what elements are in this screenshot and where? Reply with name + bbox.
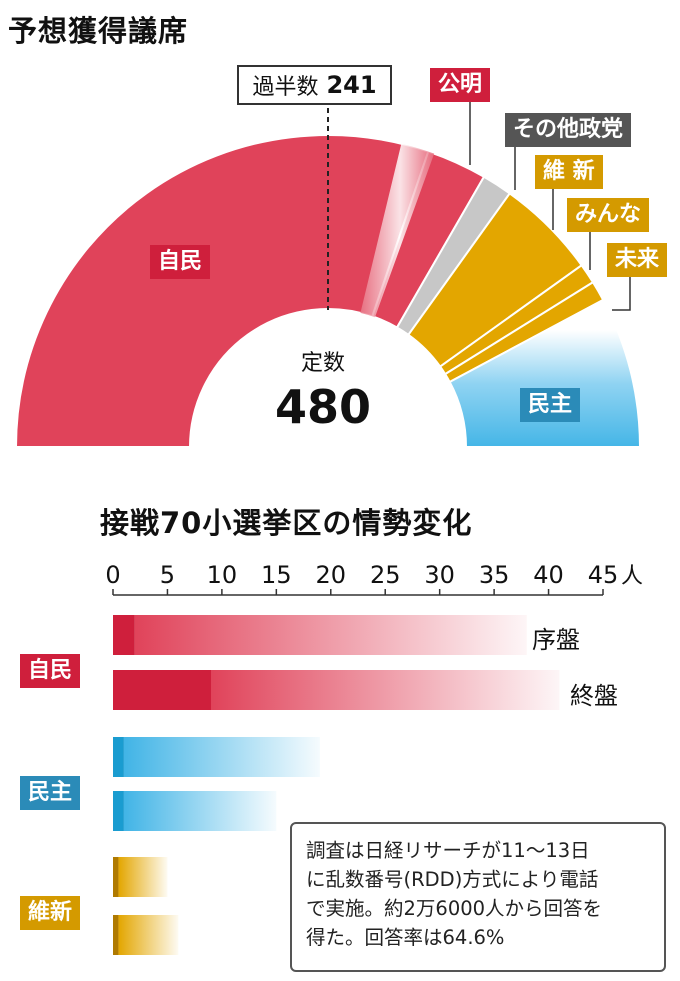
slice-dpj xyxy=(448,298,642,448)
majority-label: 過半数 xyxy=(252,75,319,100)
group-label-dpj: 民主 xyxy=(20,776,81,810)
seat-semicircle-chart xyxy=(14,96,642,448)
bar-chart-title: 接戦70小選挙区の情勢変化 xyxy=(100,506,473,540)
bar-range-0-1 xyxy=(211,670,560,710)
x-unit-label: 人 xyxy=(621,564,643,589)
majority-value: 241 xyxy=(326,71,377,99)
leader-line xyxy=(612,270,631,311)
x-tick-label: 10 xyxy=(207,561,238,589)
x-tick-label: 40 xyxy=(533,561,564,589)
x-tick-label: 0 xyxy=(105,561,120,589)
bar-range-1-0 xyxy=(123,737,320,777)
slice-label-others: その他政党 xyxy=(505,113,632,147)
bar-solid-0-1 xyxy=(113,670,211,710)
x-tick-label: 15 xyxy=(261,561,292,589)
ldp-tolerance-band xyxy=(360,143,435,318)
series-label-early: 序盤 xyxy=(532,626,580,654)
bar-chart: 0 5 10 15 20 25 30 35 40 45 人 xyxy=(105,561,643,955)
majority-label-box: 過半数 241 xyxy=(237,65,392,105)
bar-solid-1-1 xyxy=(113,791,124,831)
bar-range-2-0 xyxy=(118,857,168,897)
seat-chart-title: 予想獲得議席 xyxy=(8,14,189,48)
note-line: 得た。回答率は64.6% xyxy=(306,926,505,949)
note-line: に乱数番号(RDD)方式により電話 xyxy=(306,868,599,891)
x-tick-label: 30 xyxy=(424,561,455,589)
bar-solid-0-0 xyxy=(113,615,135,655)
note-line: で実施。約2万6000人から回答を xyxy=(306,897,603,920)
slice-label-ishin: 維 新 xyxy=(535,155,603,189)
survey-note: 調査は日経リサーチが11～13日 に乱数番号(RDD)方式により電話 で実施。約… xyxy=(290,822,666,972)
bar-range-1-1 xyxy=(123,791,277,831)
group-label-ldp: 自民 xyxy=(20,654,81,688)
series-label-late: 終盤 xyxy=(570,682,618,710)
slice-label-komeito: 公明 xyxy=(430,68,491,102)
slice-label-mirai: 未来 xyxy=(607,243,668,277)
total-label: 定数 xyxy=(300,351,345,376)
slice-label-ldp: 自民 xyxy=(150,245,211,279)
x-tick-label: 35 xyxy=(479,561,510,589)
note-line: 調査は日経リサーチが11～13日 xyxy=(306,839,590,862)
total-value: 480 xyxy=(274,380,372,434)
x-tick-label: 25 xyxy=(370,561,401,589)
bar-range-0-0 xyxy=(134,615,527,655)
x-tick-label: 45 xyxy=(588,561,619,589)
bar-solid-1-0 xyxy=(113,737,124,777)
bar-solid-2-1 xyxy=(113,915,119,955)
x-tick-label: 5 xyxy=(160,561,175,589)
bar-solid-2-0 xyxy=(113,857,119,897)
group-label-ishin: 維新 xyxy=(20,896,81,930)
slice-ldp xyxy=(14,134,430,448)
slice-label-minna: みんな xyxy=(567,198,650,232)
slice-label-dpj: 民主 xyxy=(520,388,581,422)
bar-range-2-1 xyxy=(118,915,179,955)
x-tick-label: 20 xyxy=(316,561,347,589)
